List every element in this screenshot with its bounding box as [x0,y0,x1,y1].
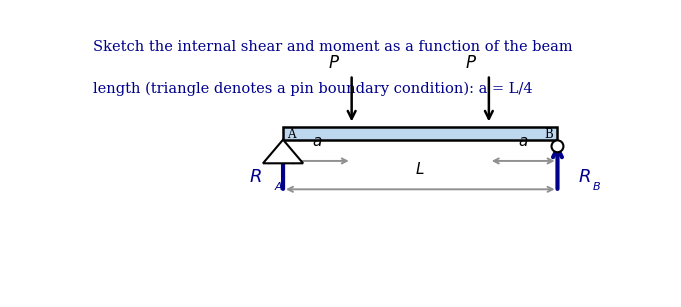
Text: $A$: $A$ [274,180,283,192]
Text: $a$: $a$ [518,135,528,149]
Polygon shape [263,140,303,163]
Text: $P$: $P$ [465,55,477,72]
Text: $a$: $a$ [312,135,323,149]
Bar [283,127,558,140]
Text: $R$: $R$ [249,169,262,186]
Text: A: A [287,128,296,141]
Text: Sketch the internal shear and moment as a function of the beam: Sketch the internal shear and moment as … [93,41,573,54]
Ellipse shape [552,140,563,152]
Text: $P$: $P$ [328,55,340,72]
Text: $R$: $R$ [577,169,590,186]
Text: $L$: $L$ [415,161,425,177]
Text: length (triangle denotes a pin boundary condition): a = L/4: length (triangle denotes a pin boundary … [93,82,533,96]
Text: $B$: $B$ [592,180,601,192]
Text: B: B [545,128,553,141]
